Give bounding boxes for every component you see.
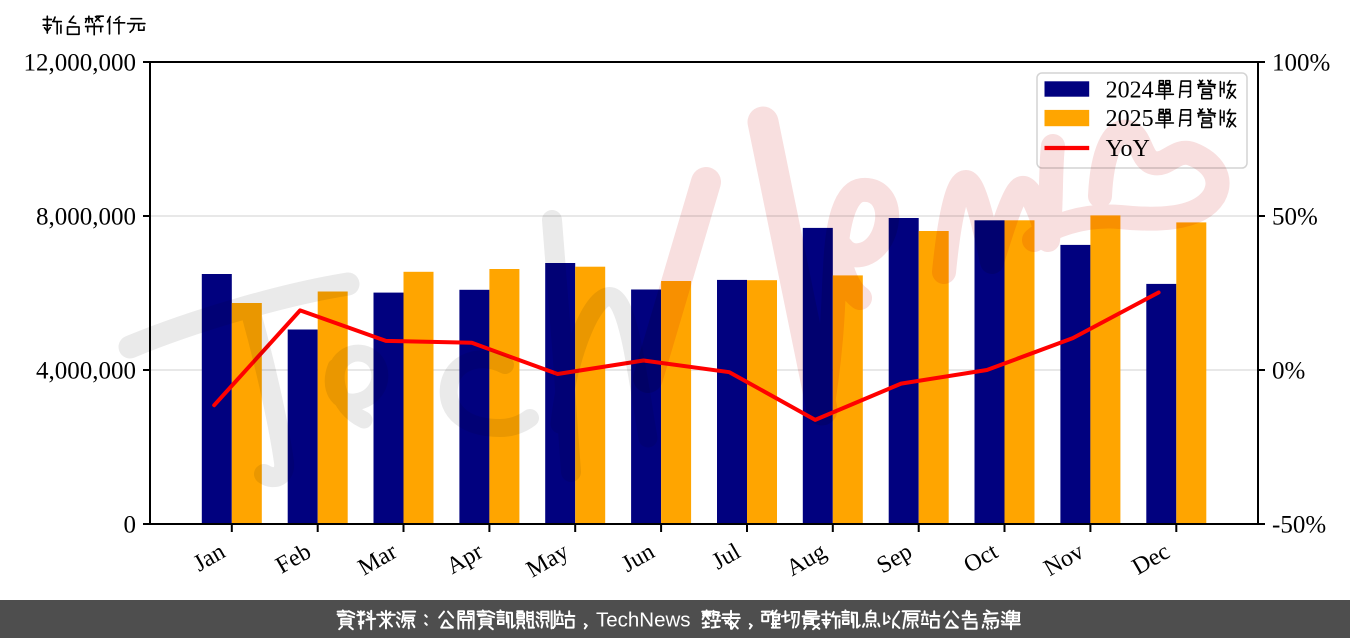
- svg-text:0: 0: [124, 512, 137, 539]
- svg-text:-50%: -50%: [1272, 512, 1326, 539]
- svg-text:4,000,000: 4,000,000: [36, 358, 136, 385]
- svg-text:8,000,000: 8,000,000: [36, 204, 136, 231]
- svg-text:TechNews: TechNews: [596, 609, 691, 632]
- svg-text:50%: 50%: [1272, 204, 1318, 231]
- svg-text:100%: 100%: [1272, 50, 1330, 77]
- svg-text:12,000,000: 12,000,000: [24, 50, 137, 77]
- svg-text:2024: 2024: [1106, 78, 1154, 104]
- svg-text:0%: 0%: [1272, 358, 1305, 385]
